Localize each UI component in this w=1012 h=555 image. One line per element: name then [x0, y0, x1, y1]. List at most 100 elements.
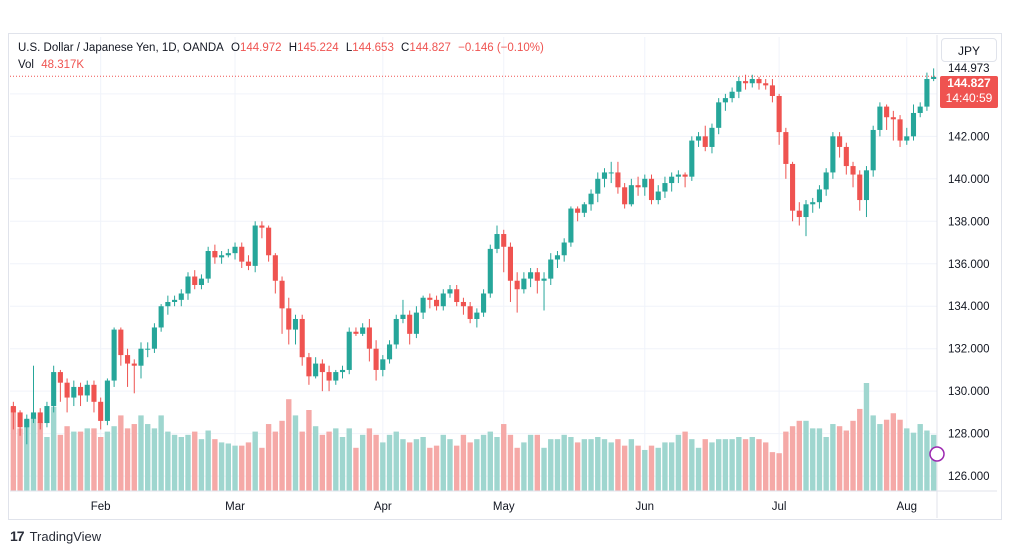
candle: [51, 365, 57, 413]
volume-bar: [763, 442, 769, 491]
volume-bar: [386, 434, 393, 491]
volume-bar: [111, 426, 117, 491]
volume-bar: [480, 434, 487, 491]
candle: [158, 304, 164, 332]
price-axis[interactable]: 126.000 128.000 130.000 132.000 134.000 136.0…: [929, 35, 990, 518]
candle-body: [843, 146, 849, 167]
volume-bar: [413, 439, 420, 491]
legend-volume: Vol 48.317K: [18, 59, 88, 71]
volume-bar: [339, 437, 346, 491]
candle: [434, 295, 440, 311]
tradingview-logo[interactable]: 17 TradingView: [10, 528, 101, 544]
volume-bar: [158, 415, 164, 491]
volume-bar: [259, 447, 265, 491]
time-axis[interactable]: Feb Mar Apr May Jun Jul Aug: [10, 490, 997, 513]
volume-bar: [319, 434, 326, 491]
volume-bar: [715, 439, 722, 491]
volume-bar: [756, 439, 762, 491]
candle: [111, 327, 117, 387]
candle-body: [810, 202, 816, 205]
candle: [366, 318, 372, 362]
y-tick-label-top: 144.973: [948, 63, 990, 75]
candle: [816, 185, 822, 209]
volume-bar: [10, 406, 17, 491]
volume-bar: [608, 442, 614, 491]
candle-body: [870, 129, 876, 171]
candle: [689, 136, 695, 181]
volume-bar: [118, 415, 124, 491]
candle-body: [360, 327, 366, 334]
last-price-value: 144.827: [947, 76, 991, 90]
candle: [420, 295, 426, 319]
volume-bar: [97, 437, 104, 491]
alert-icon[interactable]: [929, 446, 945, 462]
candle-body: [266, 227, 272, 256]
candle: [172, 295, 178, 307]
candle-body: [756, 78, 762, 84]
y-tick-label: 126.000: [948, 471, 990, 483]
x-tick-label: May: [493, 501, 515, 513]
volume-bar: [749, 437, 755, 491]
volume-bar: [675, 434, 682, 491]
candle: [339, 365, 346, 379]
candle-body: [695, 136, 702, 141]
candle: [595, 172, 601, 203]
candle: [924, 72, 930, 111]
candle-body: [286, 308, 292, 330]
candle: [917, 102, 923, 118]
candle: [501, 229, 507, 273]
candle: [897, 115, 903, 147]
candle-body: [326, 372, 332, 381]
candle-body: [474, 312, 480, 319]
candle-body: [205, 251, 211, 279]
candle-body: [165, 301, 171, 307]
volume-bar: [474, 439, 480, 491]
high-label: H145.224: [288, 42, 339, 54]
candle: [299, 314, 305, 366]
candle-body: [521, 278, 527, 290]
candle-body: [51, 372, 57, 407]
volume-label[interactable]: Vol: [18, 59, 34, 71]
volume-bar: [917, 424, 923, 491]
volume-bar: [554, 439, 561, 491]
candle: [481, 289, 487, 317]
symbol-description[interactable]: U.S. Dollar / Japanese Yen, 1D, OANDA: [18, 42, 224, 54]
candle: [568, 206, 574, 247]
volume-bar: [353, 447, 359, 491]
candle-body: [642, 178, 648, 188]
volume-bar: [857, 408, 863, 491]
volume-bar: [521, 442, 527, 491]
volume-bar: [910, 432, 917, 491]
x-tick-label: Aug: [897, 501, 917, 513]
volume-bar: [783, 431, 789, 491]
candle-body: [863, 170, 870, 201]
candle: [514, 272, 520, 313]
candle-body: [588, 193, 594, 205]
candle: [474, 308, 480, 328]
candle: [843, 142, 849, 175]
candle: [373, 340, 379, 381]
candle-body: [252, 225, 258, 266]
open-label: O144.972: [231, 42, 282, 54]
candle: [507, 242, 513, 302]
candle-body: [118, 329, 124, 356]
open-value: 144.972: [239, 42, 282, 54]
volume-bar: [165, 431, 171, 491]
candle: [736, 76, 742, 99]
currency-button[interactable]: JPY: [941, 38, 997, 62]
candle: [931, 68, 937, 82]
candle-body: [776, 95, 782, 133]
candle: [198, 274, 204, 290]
volume-bar: [655, 447, 661, 491]
volume-bar: [77, 431, 84, 491]
volume-bar: [494, 437, 500, 491]
grid-lines: [10, 37, 937, 491]
candle-body: [736, 81, 742, 92]
volume-bar: [178, 437, 184, 491]
volume-bar: [534, 434, 541, 491]
candle-body: [884, 106, 890, 118]
candle-body: [380, 359, 386, 370]
candle-body: [407, 314, 413, 334]
candle-body: [145, 348, 151, 350]
